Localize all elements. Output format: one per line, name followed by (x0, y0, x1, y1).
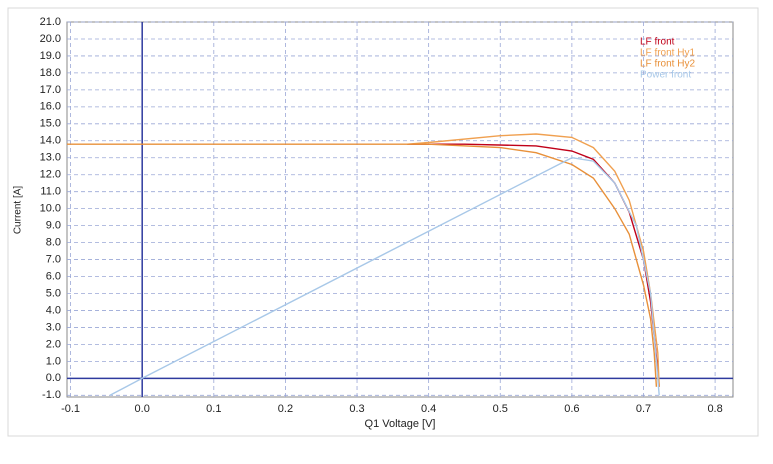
y-tick-label: 20.0 (40, 33, 61, 45)
y-tick-label: 17.0 (40, 84, 61, 96)
x-axis-label: Q1 Voltage [V] (365, 418, 436, 430)
y-tick-label: 21.0 (40, 16, 61, 28)
y-tick-label: 15.0 (40, 118, 61, 130)
legend-entry: LF front Hy2 (640, 59, 695, 70)
plot-area (66, 21, 734, 398)
x-tick-label: 0.3 (349, 403, 364, 415)
y-tick-label: 19.0 (40, 50, 61, 62)
y-tick-label: 4.0 (46, 304, 61, 316)
legend-entry: LF front Hy1 (640, 48, 695, 59)
y-tick-label: 2.0 (46, 338, 61, 350)
y-tick-label: 1.0 (46, 355, 61, 367)
y-tick-label: 6.0 (46, 270, 61, 282)
series-line (67, 143, 658, 387)
y-tick-label: 9.0 (46, 220, 61, 232)
x-tick-label: -0.1 (61, 403, 80, 415)
x-tick-label: 0.2 (278, 403, 293, 415)
y-tick-label: 11.0 (40, 186, 61, 198)
legend-entry: LF front (640, 37, 675, 48)
x-tick-label: 0.8 (707, 403, 722, 415)
x-tick-label: 0.7 (636, 403, 651, 415)
y-tick-label: 0.0 (46, 372, 61, 384)
x-tick-label: 0.4 (421, 403, 436, 415)
y-tick-label: 5.0 (46, 287, 61, 299)
y-tick-label: 14.0 (40, 135, 61, 147)
x-tick-label: 0.5 (493, 403, 508, 415)
y-tick-label: 10.0 (40, 203, 61, 215)
y-tick-label: 18.0 (40, 67, 61, 79)
y-tick-label: 7.0 (46, 253, 61, 265)
x-tick-label: 0.1 (206, 403, 221, 415)
y-tick-label: 16.0 (40, 101, 61, 113)
y-tick-label: 8.0 (46, 236, 61, 248)
y-tick-label: 13.0 (40, 152, 61, 164)
legend-entry: Power front (640, 70, 691, 81)
y-axis-label: Current [A] (13, 186, 24, 235)
series-line (109, 156, 660, 396)
y-tick-label: 3.0 (46, 321, 61, 333)
y-tick-label: -1.0 (42, 389, 61, 401)
x-tick-label: 0.0 (135, 403, 150, 415)
x-tick-label: 0.6 (564, 403, 579, 415)
y-tick-label: 12.0 (40, 169, 61, 181)
